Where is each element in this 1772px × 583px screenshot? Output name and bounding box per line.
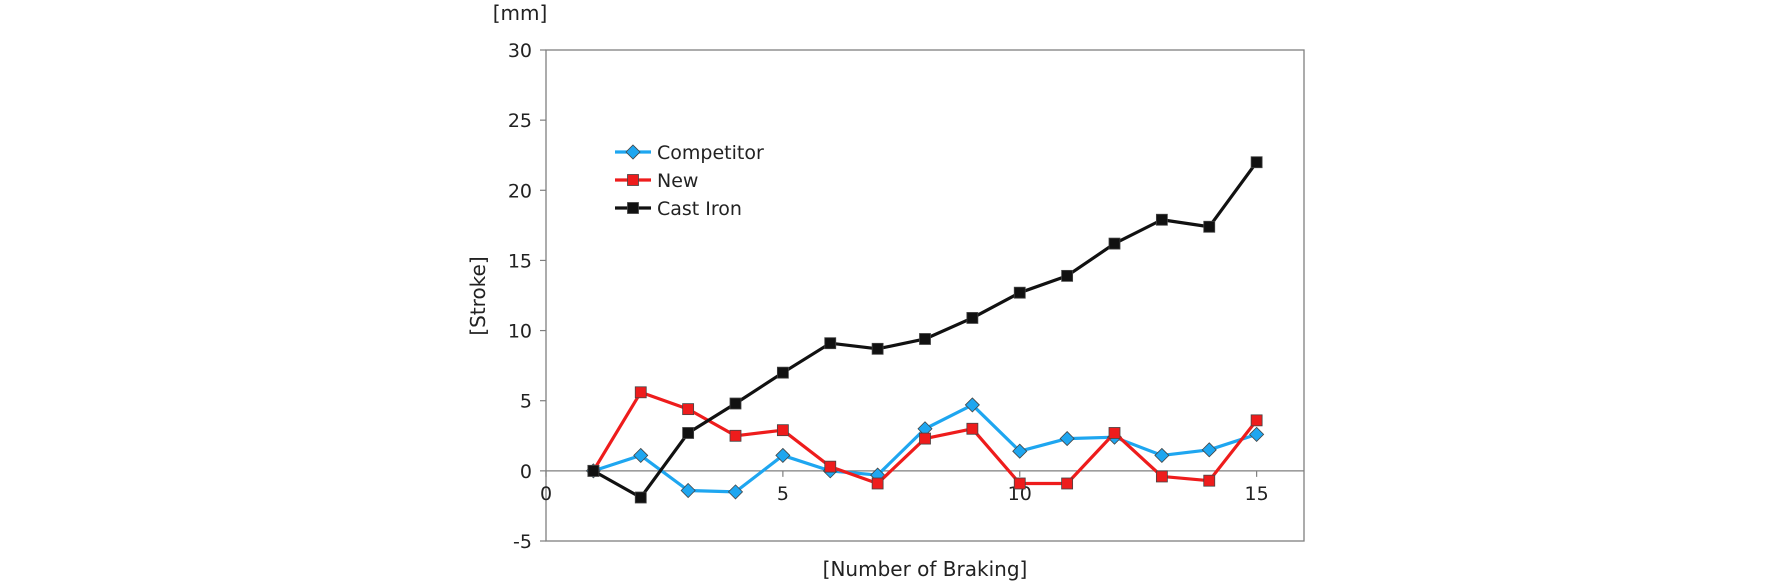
- series-cast-iron: [587, 156, 1263, 504]
- data-point-competitor: [1249, 426, 1265, 442]
- y-tick-label: 5: [520, 391, 532, 413]
- data-point-new: [634, 386, 647, 399]
- data-point-cast-iron: [1203, 220, 1216, 233]
- data-point-cast-iron: [871, 342, 884, 355]
- y-axis-title: [Stroke]: [466, 256, 490, 335]
- data-point-new: [1155, 470, 1168, 483]
- data-point-cast-iron: [682, 427, 695, 439]
- legend-marker-new: [627, 174, 639, 186]
- data-point-cast-iron: [1250, 156, 1263, 169]
- data-point-cast-iron: [966, 312, 979, 324]
- y-tick-label: 20: [508, 180, 532, 202]
- data-point-new: [1061, 477, 1074, 490]
- data-point-cast-iron: [824, 337, 837, 350]
- data-point-new: [776, 424, 789, 437]
- data-point-cast-iron: [1013, 286, 1026, 299]
- x-tick-label: 15: [1245, 483, 1269, 505]
- data-point-competitor: [680, 482, 696, 499]
- data-point-competitor: [727, 484, 744, 500]
- x-tick-label: 0: [540, 483, 552, 505]
- y-axis-unit: [mm]: [493, 1, 548, 25]
- x-tick-label: 10: [1008, 483, 1032, 505]
- data-point-cast-iron: [587, 464, 600, 477]
- legend-marker-competitor: [625, 144, 641, 160]
- data-point-competitor: [1059, 431, 1075, 447]
- data-point-competitor: [1012, 443, 1028, 459]
- data-point-cast-iron: [1155, 213, 1168, 226]
- y-tick-label: 0: [520, 461, 532, 483]
- y-tick-label: 15: [508, 250, 532, 272]
- data-point-new: [682, 403, 695, 416]
- legend-label-cast-iron: Cast Iron: [657, 198, 742, 220]
- data-point-new: [1250, 414, 1263, 427]
- data-point-new: [966, 422, 979, 435]
- legend: Competitor New Cast Iron: [615, 142, 764, 220]
- legend-label-competitor: Competitor: [657, 142, 764, 164]
- y-tick-label: 30: [508, 40, 532, 62]
- data-point-competitor: [964, 397, 980, 413]
- data-point-cast-iron: [1061, 269, 1074, 282]
- data-point-cast-iron: [729, 397, 742, 410]
- data-point-new: [871, 477, 884, 490]
- y-tick-label: 25: [508, 110, 532, 132]
- data-point-new: [824, 460, 837, 473]
- y-tick-label: 10: [508, 321, 532, 343]
- x-axis-title: [Number of Braking]: [823, 557, 1028, 581]
- data-point-cast-iron: [776, 366, 789, 379]
- y-axis-ticks: -5 0 5 10 15 20 25 30: [508, 40, 546, 553]
- data-point-competitor: [1154, 447, 1170, 463]
- data-point-new: [1013, 477, 1026, 490]
- data-point-competitor: [1201, 442, 1217, 458]
- data-point-competitor: [633, 447, 649, 463]
- x-axis-ticks: 0 5 10 15: [540, 470, 1269, 505]
- data-point-competitor: [775, 447, 791, 463]
- data-point-cast-iron: [634, 491, 647, 504]
- data-point-cast-iron: [919, 333, 931, 345]
- data-point-cast-iron: [1108, 237, 1121, 250]
- data-point-new: [729, 429, 742, 442]
- data-point-new: [1203, 474, 1216, 487]
- x-tick-label: 5: [777, 483, 789, 505]
- data-point-new: [919, 432, 931, 445]
- series-layer: [585, 156, 1265, 504]
- legend-marker-cast-iron: [627, 202, 639, 214]
- plot-area: [545, 49, 1305, 542]
- data-point-new: [1108, 427, 1121, 439]
- legend-label-new: New: [657, 170, 698, 192]
- y-tick-label: -5: [513, 531, 532, 553]
